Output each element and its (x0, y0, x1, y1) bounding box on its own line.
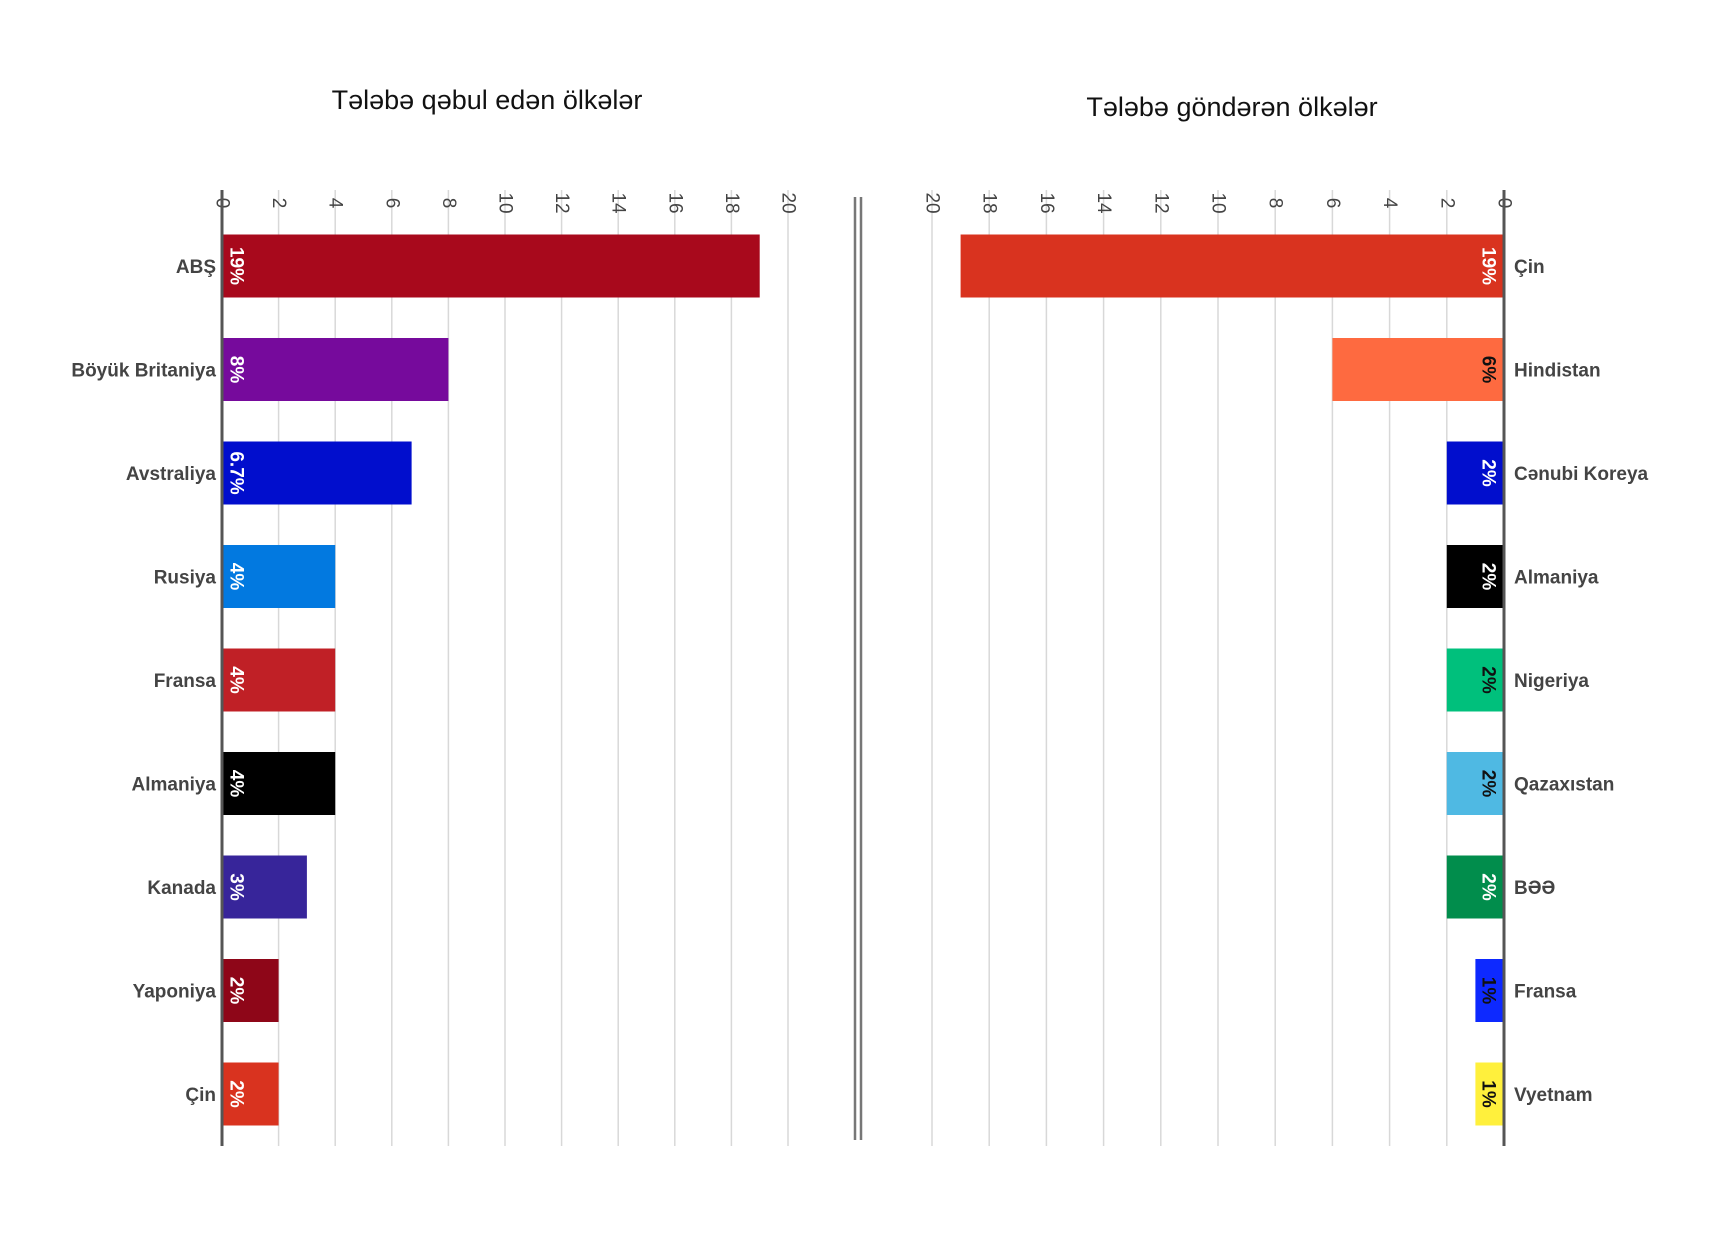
right-category-label: Fransa (1514, 982, 1577, 1003)
right-category-label: Almaniya (1514, 568, 1599, 589)
left-category-label: ABŞ (176, 257, 216, 278)
left-category-label: Çin (185, 1085, 216, 1106)
left-data-label: 19% (226, 247, 247, 285)
left-bar (222, 338, 449, 401)
left-category-label: Böyük Britaniya (71, 361, 216, 382)
left-tick-label: 6 (381, 198, 402, 209)
left-category-label: Rusiya (154, 568, 217, 589)
right-data-label: 1% (1478, 1080, 1499, 1108)
left-tick-label: 14 (608, 192, 629, 214)
right-bar (1446, 545, 1504, 608)
left-data-label: 4% (226, 770, 247, 798)
right-bar (960, 234, 1504, 298)
left-chart-title: Tələbə qəbul edən ölkələr (332, 85, 643, 115)
right-bar (1332, 338, 1504, 401)
right-data-label: 2% (1478, 873, 1499, 901)
chart-separator (853, 197, 863, 1140)
right-bar (1475, 959, 1504, 1022)
right-data-label: 2% (1478, 563, 1499, 591)
right-chart-title: Tələbə göndərən ölkələr (1086, 92, 1377, 122)
right-category-label: Cənubi Koreya (1514, 464, 1649, 485)
left-tick-label: 8 (438, 198, 459, 209)
right-data-label: 2% (1478, 770, 1499, 798)
left-data-label: 8% (226, 356, 247, 384)
left-bar (222, 959, 279, 1022)
left-bar (222, 441, 412, 505)
right-category-label: BƏƏ (1514, 878, 1556, 899)
right-data-label: 19% (1478, 247, 1499, 285)
left-category-label: Yaponiya (133, 982, 217, 1003)
left-data-label: 2% (226, 977, 247, 1005)
left-bar (222, 1062, 279, 1126)
right-tick-label: 14 (1093, 192, 1114, 214)
right-data-label: 6% (1478, 356, 1499, 384)
right-category-label: Hindistan (1514, 361, 1601, 382)
right-bar (1475, 1062, 1504, 1126)
left-bar (222, 234, 760, 298)
left-category-label: Kanada (147, 878, 216, 899)
left-tick-label: 12 (551, 192, 572, 213)
right-bar (1446, 855, 1504, 919)
right-tick-label: 20 (922, 192, 943, 213)
right-category-label: Çin (1514, 257, 1545, 278)
right-tick-label: 18 (979, 192, 1000, 213)
left-bar (222, 752, 336, 815)
right-tick-label: 2 (1436, 198, 1457, 209)
left-tick-label: 20 (778, 192, 799, 213)
right-category-label: Qazaxıstan (1514, 775, 1614, 796)
right-bar (1446, 441, 1504, 505)
right-bar (1446, 752, 1504, 815)
left-bar (222, 648, 336, 712)
left-category-label: Almaniya (132, 775, 217, 796)
left-bar (222, 855, 307, 919)
right-tick-label: 10 (1208, 192, 1229, 213)
right-data-label: 2% (1478, 459, 1499, 487)
right-bar (1446, 648, 1504, 712)
left-data-label: 2% (226, 1080, 247, 1108)
left-bar (222, 545, 336, 608)
right-data-label: 2% (1478, 666, 1499, 694)
right-category-label: Vyetnam (1514, 1085, 1593, 1106)
right-tick-label: 4 (1379, 198, 1400, 209)
left-tick-label: 4 (325, 198, 346, 209)
left-data-label: 3% (226, 873, 247, 901)
left-category-label: Avstraliya (126, 464, 217, 485)
left-data-label: 4% (226, 563, 247, 591)
left-tick-label: 16 (664, 192, 685, 213)
right-category-label: Nigeriya (1514, 671, 1589, 692)
left-chart: Tələbə qəbul edən ölkələr 02468101214161… (71, 85, 799, 1146)
left-category-label: Fransa (154, 671, 217, 692)
left-data-label: 6.7% (226, 451, 247, 494)
left-tick-label: 2 (268, 198, 289, 209)
right-tick-label: 16 (1036, 192, 1057, 213)
right-tick-label: 12 (1150, 192, 1171, 213)
left-tick-label: 10 (495, 192, 516, 213)
right-tick-label: 8 (1265, 198, 1286, 209)
right-tick-label: 6 (1322, 198, 1343, 209)
left-data-label: 4% (226, 666, 247, 694)
left-tick-label: 18 (721, 192, 742, 213)
right-chart: Tələbə göndərən ölkələr 0246810121416182… (922, 92, 1649, 1146)
right-data-label: 1% (1478, 977, 1499, 1005)
